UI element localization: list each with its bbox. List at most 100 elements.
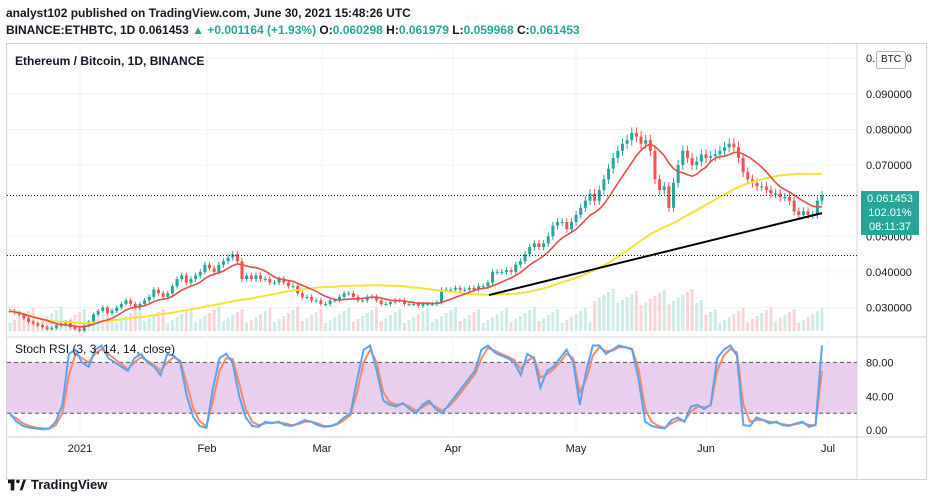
candle-body xyxy=(314,300,318,302)
volume-bar xyxy=(124,316,128,331)
candle-body xyxy=(611,157,615,169)
volume-bar xyxy=(560,323,564,331)
candle-body xyxy=(189,279,193,283)
candle-body xyxy=(226,257,230,262)
volume-bar xyxy=(166,323,170,331)
volume-bar xyxy=(630,294,634,331)
volume-bar xyxy=(658,293,662,331)
ohlc-line: BINANCE:ETHBTC, 1D 0.061453 ▲ +0.001164 … xyxy=(6,23,580,37)
stoch-y-tick-label: 80.00 xyxy=(866,357,894,369)
volume-bar xyxy=(444,313,448,331)
candle-body xyxy=(412,303,416,305)
y-tick-label: 0.080000 xyxy=(866,124,912,136)
candle-body xyxy=(328,300,332,304)
candle-body xyxy=(658,179,662,190)
volume-bar xyxy=(597,298,601,331)
candle-body xyxy=(820,195,824,201)
candle-body xyxy=(806,211,810,215)
candle-body xyxy=(212,268,216,272)
volume-bar xyxy=(574,314,578,331)
candle-body xyxy=(40,325,44,328)
volume-bar xyxy=(13,320,17,331)
high-label: H: xyxy=(386,23,399,37)
volume-bar xyxy=(231,315,235,331)
volume-bar xyxy=(430,322,434,331)
candle-body xyxy=(124,300,128,304)
volume-bar xyxy=(736,311,740,331)
volume-bar xyxy=(45,316,49,331)
volume-bar xyxy=(797,323,801,331)
volume-bar xyxy=(115,322,119,331)
candle-body xyxy=(746,172,750,180)
price-tag-countdown: 08:11:37 xyxy=(868,221,911,233)
candle-body xyxy=(788,197,792,201)
candle-body xyxy=(634,133,638,137)
volume-bar xyxy=(361,316,365,331)
candle-body xyxy=(300,293,304,297)
candle-body xyxy=(217,264,221,272)
open-label: O: xyxy=(319,23,333,37)
volume-bar xyxy=(458,321,462,331)
volume-bar xyxy=(402,323,406,331)
volume-bar xyxy=(286,313,290,331)
volume-bar xyxy=(259,314,263,331)
candle-body xyxy=(667,186,671,208)
volume-bar xyxy=(783,315,787,331)
volume-bar xyxy=(486,320,490,331)
x-tick-label: May xyxy=(566,443,587,455)
volume-bar xyxy=(240,309,244,331)
volume-bar xyxy=(388,315,392,331)
candle-body xyxy=(166,293,170,297)
volume-bar xyxy=(78,312,82,331)
volume-bar xyxy=(212,310,216,331)
volume-bar xyxy=(760,313,764,331)
candle-body xyxy=(305,296,309,298)
close-value: 0.061453 xyxy=(529,23,580,37)
candle-body xyxy=(208,264,212,269)
candle-body xyxy=(713,154,717,157)
open-value: 0.060298 xyxy=(332,23,383,37)
candle-body xyxy=(375,296,379,301)
volume-bar xyxy=(481,323,485,331)
candle-body xyxy=(416,303,420,306)
candle-body xyxy=(528,246,532,255)
volume-bar xyxy=(588,322,592,331)
volume-bar xyxy=(203,316,207,331)
candle-body xyxy=(170,286,174,294)
candle-body xyxy=(491,271,495,283)
candle-body xyxy=(259,275,263,280)
candle-body xyxy=(676,165,680,183)
volume-bar xyxy=(625,297,629,331)
candle-body xyxy=(180,275,184,280)
volume-bar xyxy=(718,323,722,331)
volume-bar xyxy=(101,314,105,331)
volume-bar xyxy=(542,318,546,331)
candle-body xyxy=(449,289,453,291)
currency-button[interactable]: BTC xyxy=(876,51,906,69)
price-tag-percent: 102.01% xyxy=(868,207,912,219)
volume-bar xyxy=(170,320,174,331)
volume-bar xyxy=(412,317,416,331)
volume-bar xyxy=(119,319,123,331)
candle-body xyxy=(221,261,225,265)
candle-body xyxy=(639,136,643,144)
volume-bar xyxy=(138,307,142,331)
tradingview-logo[interactable]: TradingView xyxy=(8,477,107,492)
volume-bar xyxy=(551,312,555,331)
candle-body xyxy=(602,179,606,190)
candle-body xyxy=(361,300,365,302)
volume-bar xyxy=(709,312,713,331)
candle-body xyxy=(495,271,499,273)
y-tick-label: 0.090000 xyxy=(866,89,912,101)
candle-body xyxy=(351,293,355,297)
candle-body xyxy=(156,289,160,294)
candle-body xyxy=(384,303,388,305)
candle-body xyxy=(440,289,444,303)
volume-bar xyxy=(685,292,689,331)
candle-body xyxy=(407,303,411,305)
volume-bar xyxy=(579,311,583,331)
candle-body xyxy=(54,325,58,328)
volume-bar xyxy=(653,296,657,331)
candle-body xyxy=(616,150,620,158)
candle-body xyxy=(22,314,26,319)
